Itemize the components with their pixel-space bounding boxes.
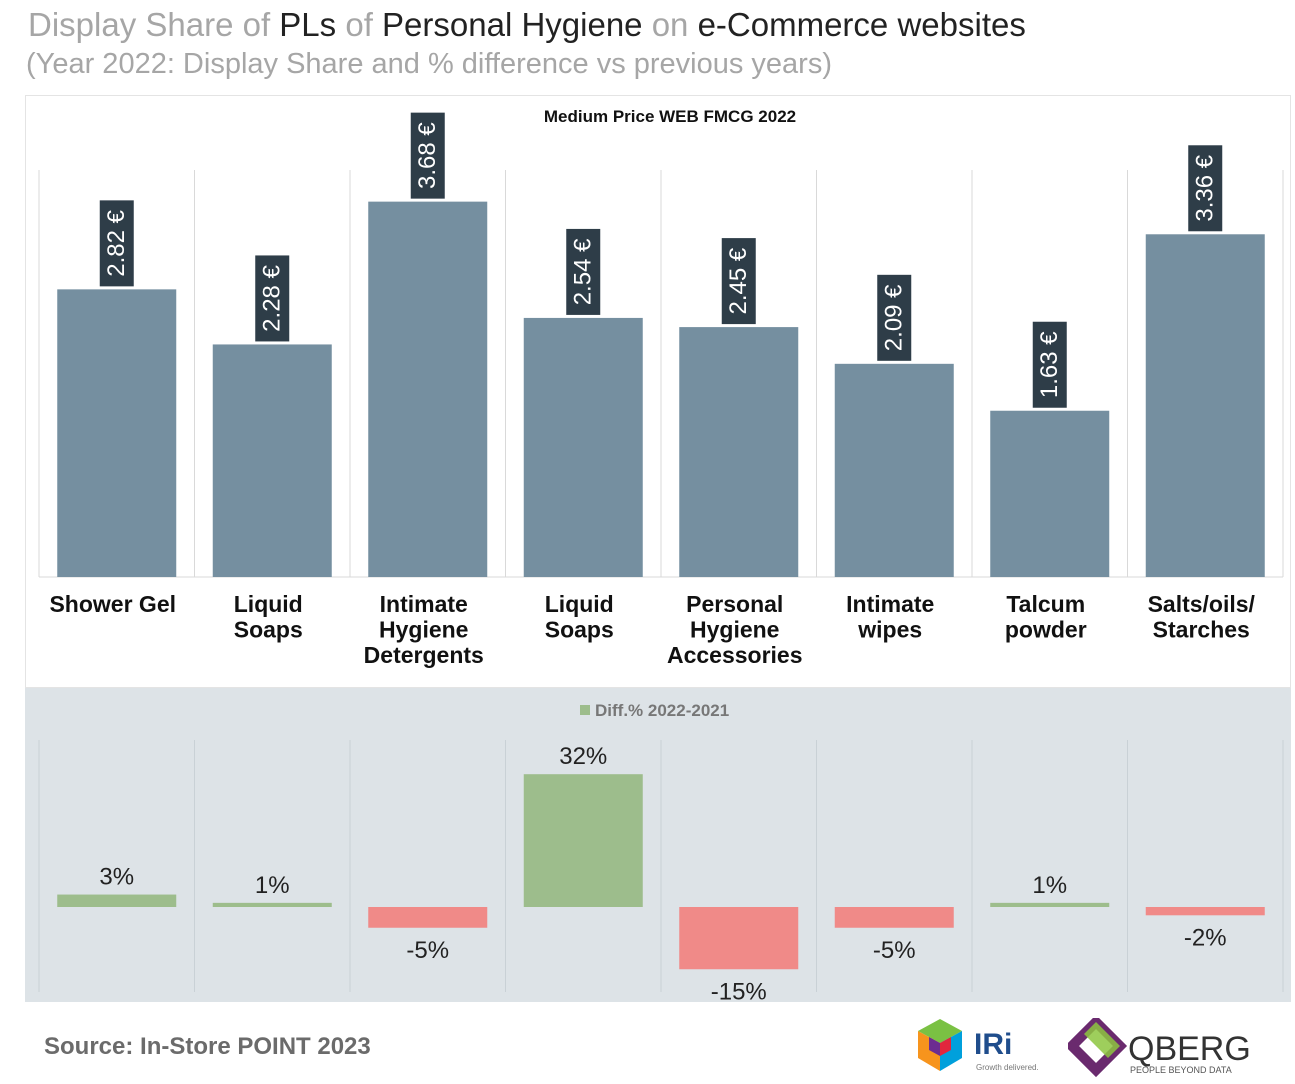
category-label: Liquid [234,591,303,617]
source-note: Source: In-Store POINT 2023 [44,1033,371,1060]
chart-title: Display Share of PLs of Personal Hygiene… [28,6,1026,44]
price-data-label: 2.09 € [881,284,908,351]
price-label-box [1032,321,1067,408]
diff-bar [990,902,1110,907]
category-label: wipes [857,617,922,643]
category-label: Hygiene [379,617,468,643]
category-label: powder [1005,617,1087,643]
category-label: Starches [1153,617,1250,643]
price-bar [1145,234,1265,577]
category-label: Hygiene [690,617,779,643]
diff-data-label: 1% [255,872,290,899]
price-data-label: 3.68 € [414,122,441,189]
qberg-logo-tagline: PEOPLE BEYOND DATA [1130,1065,1232,1075]
price-label-box [410,112,445,199]
iri-logo-tagline: Growth delivered. [976,1063,1039,1072]
price-label-box [255,255,290,342]
title-part-6: e-Commerce websites [697,6,1026,43]
title-part-2: PLs [279,6,337,43]
price-data-label: 2.45 € [725,247,752,314]
title-part-5: on [642,6,698,43]
price-data-label: 2.54 € [570,238,597,305]
diff-bar [679,907,799,970]
diff-bar [212,902,332,907]
price-label-box [566,228,601,315]
qberg-diamond-icon [1068,1018,1128,1078]
diff-chart-panel [25,688,1291,1002]
price-bar [834,363,954,577]
category-label: Detergents [364,642,484,668]
legend-label: Diff.% 2022-2021 [595,701,729,720]
title-part-3: of [336,6,383,43]
chart-subtitle: (Year 2022: Display Share and % differen… [26,48,832,80]
category-label: Personal [686,591,783,617]
category-label: Accessories [667,642,803,668]
price-data-label: 1.63 € [1036,331,1063,398]
iri-logo: IRi Growth delivered. [918,1019,1039,1072]
price-bar [990,410,1110,577]
category-label: Shower Gel [49,591,176,617]
price-label-box [721,238,756,325]
diff-data-label: 1% [1032,872,1067,899]
diff-data-label: 32% [559,743,607,770]
diff-data-label: -15% [711,978,767,1005]
price-bar [368,201,488,577]
price-data-label: 3.36 € [1192,154,1219,221]
diff-data-label: -5% [873,937,916,964]
category-label: Soaps [545,617,614,643]
diff-data-label: -2% [1184,924,1227,951]
category-label: Intimate [846,591,934,617]
legend-swatch [580,705,590,715]
category-label: Liquid [545,591,614,617]
category-label: Talcum [1006,591,1085,617]
price-label-box [1188,145,1223,232]
title-part-1: Display Share of [28,6,280,43]
iri-logo-text: IRi [974,1028,1012,1061]
diff-bar [1145,907,1265,916]
price-bar [523,317,643,577]
category-label: Salts/oils/ [1148,591,1256,617]
price-label-box [99,200,134,287]
qberg-logo: QBERG PEOPLE BEYOND DATA [1068,1018,1251,1078]
diff-data-label: 3% [99,864,134,891]
price-bar [679,327,799,577]
price-data-label: 2.82 € [103,209,130,276]
price-label-box [877,274,912,361]
iri-cube-icon [918,1019,962,1071]
diff-data-label: -5% [406,937,449,964]
qberg-logo-text: QBERG [1128,1030,1251,1068]
price-data-label: 2.28 € [259,264,286,331]
diff-bar [368,907,488,928]
category-label: Intimate [380,591,468,617]
diff-bar [57,894,177,907]
category-label: Soaps [234,617,303,643]
price-bar [57,289,177,577]
price-chart-title: Medium Price WEB FMCG 2022 [544,107,796,126]
diff-bar [834,907,954,928]
price-bar [212,344,332,577]
title-part-4: Personal Hygiene [382,6,643,43]
diff-bar [523,774,643,907]
